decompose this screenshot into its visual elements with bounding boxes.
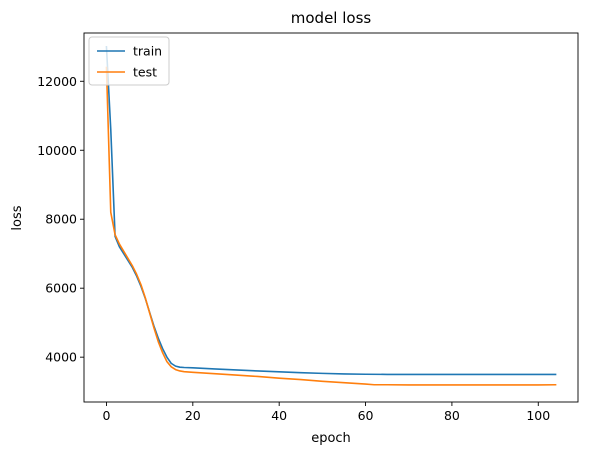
x-tick-label: 80 (444, 408, 460, 423)
x-tick-label: 40 (271, 408, 287, 423)
plot-area (105, 45, 557, 386)
legend-label-train: train (133, 44, 162, 59)
y-tick-label: 10000 (37, 143, 77, 158)
x-tick-label: 60 (358, 408, 374, 423)
y-tick-label: 12000 (37, 74, 77, 89)
y-tick-label: 4000 (45, 350, 77, 365)
legend-label-test: test (133, 65, 157, 80)
x-axis-label: epoch (311, 431, 351, 446)
chart-title: model loss (291, 9, 372, 27)
axes-frame (83, 32, 579, 403)
series-line-test (105, 66, 557, 386)
legend: train test (88, 36, 170, 86)
y-tick-label: 8000 (45, 212, 77, 227)
x-tick-label: 100 (526, 408, 550, 423)
y-tick-label: 6000 (45, 281, 77, 296)
axes: 0 20 40 60 80 100 4000 6000 8000 10000 12000 (37, 32, 579, 423)
x-tick-label: 0 (102, 408, 110, 423)
legend-box (88, 36, 170, 86)
y-axis-label: loss (10, 205, 25, 230)
x-tick-label: 20 (185, 408, 201, 423)
